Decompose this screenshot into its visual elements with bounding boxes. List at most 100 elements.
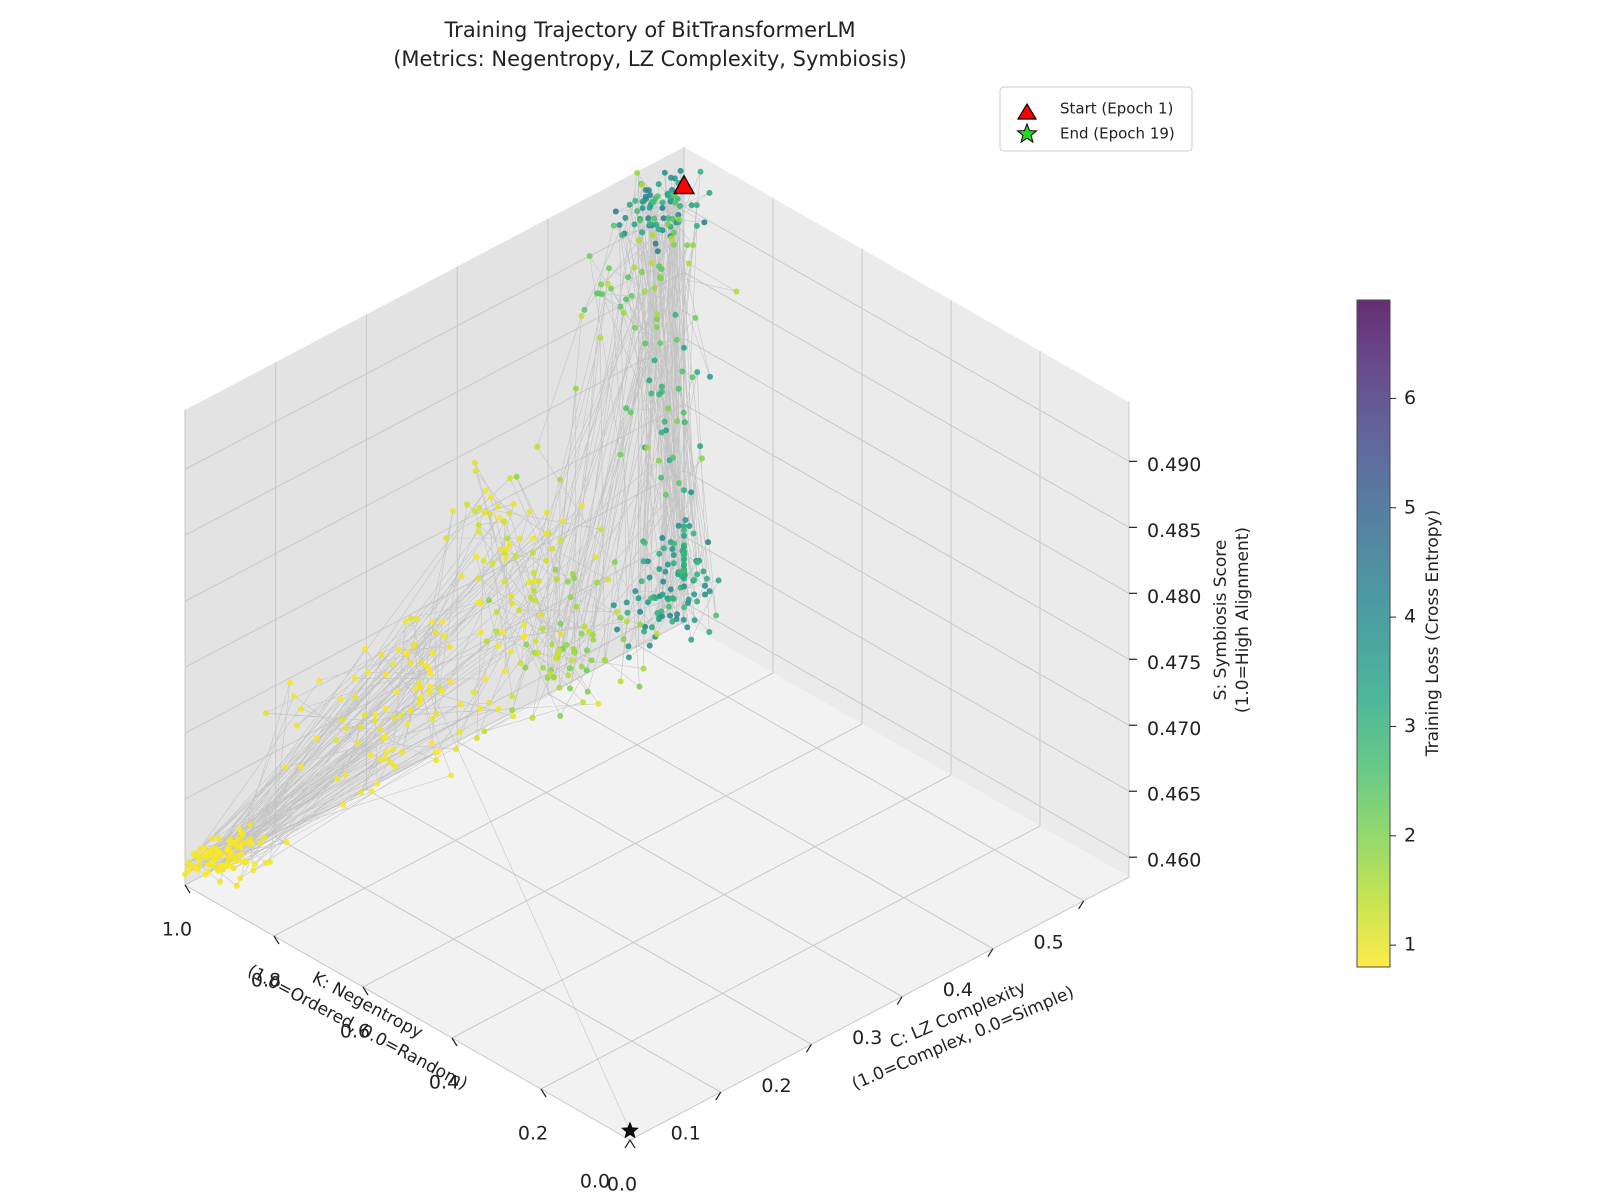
- data-point: [617, 614, 624, 621]
- data-point: [697, 168, 704, 175]
- data-point: [416, 679, 423, 686]
- data-point: [477, 629, 484, 636]
- data-point: [669, 546, 676, 552]
- z-axis-tick-label: 0.465: [1147, 784, 1201, 806]
- data-point: [399, 749, 406, 755]
- z-axis-tick-label: 0.470: [1147, 718, 1201, 740]
- back-right-pane: [185, 147, 684, 885]
- wall-grid-line: [683, 205, 1130, 462]
- data-point: [571, 575, 578, 582]
- z-axis-tick-label: 0.480: [1147, 586, 1201, 608]
- data-point: [652, 240, 659, 247]
- data-point: [357, 724, 364, 731]
- data-point: [681, 419, 688, 426]
- legend-frame: [999, 86, 1193, 152]
- data-point: [298, 705, 305, 712]
- data-point: [590, 636, 597, 643]
- data-point: [677, 584, 684, 591]
- data-point: [475, 528, 482, 535]
- data-point: [605, 576, 612, 583]
- x-axis-tick: [540, 1088, 547, 1098]
- data-point: [653, 324, 660, 331]
- data-point: [237, 844, 244, 851]
- data-point: [623, 296, 630, 303]
- data-point: [228, 863, 234, 869]
- data-point: [447, 643, 453, 650]
- data-point: [535, 650, 542, 657]
- data-point: [251, 861, 258, 867]
- data-point: [388, 759, 395, 766]
- data-point: [658, 429, 665, 436]
- data-point: [681, 487, 687, 494]
- data-point: [690, 242, 697, 249]
- data-point: [605, 265, 612, 272]
- data-point: [616, 222, 623, 228]
- data-point: [429, 649, 436, 656]
- data-point: [471, 459, 478, 466]
- data-point: [667, 586, 674, 593]
- data-point: [659, 205, 666, 211]
- data-point: [656, 273, 663, 280]
- data-point: [671, 192, 678, 199]
- data-point: [470, 689, 477, 696]
- data-point: [631, 264, 638, 271]
- data-point: [651, 285, 658, 292]
- data-point: [407, 707, 414, 714]
- data-point: [686, 523, 693, 529]
- data-point: [543, 509, 550, 516]
- data-point: [540, 664, 547, 671]
- data-point: [556, 647, 563, 654]
- data-point: [560, 518, 566, 525]
- data-point: [567, 685, 573, 692]
- data-point: [690, 530, 697, 537]
- data-point: [594, 579, 601, 586]
- data-point: [374, 780, 381, 787]
- data-point: [646, 642, 653, 649]
- data-point: [656, 550, 663, 557]
- data-point: [598, 281, 604, 288]
- data-point: [635, 595, 642, 602]
- data-point: [293, 722, 300, 729]
- data-point: [377, 756, 384, 763]
- data-point: [653, 221, 660, 228]
- data-point: [532, 597, 539, 604]
- data-point: [660, 578, 667, 585]
- colorbar-tick-label: 2: [1404, 824, 1416, 846]
- data-point: [209, 862, 216, 868]
- data-point: [662, 568, 669, 575]
- data-point: [362, 645, 369, 652]
- data-point: [693, 222, 700, 229]
- colorbar-gradient: [1356, 299, 1391, 968]
- data-point: [694, 559, 701, 566]
- colorbar-tick-label: 1: [1404, 934, 1416, 956]
- data-point: [342, 725, 349, 732]
- floor-grid-line: [184, 884, 631, 1141]
- data-point: [626, 201, 633, 208]
- data-point: [429, 716, 436, 722]
- data-point: [193, 865, 200, 872]
- y-axis-tick: [987, 948, 994, 958]
- data-point: [688, 489, 695, 496]
- y-axis-tick-label: 0.4: [943, 979, 973, 1001]
- data-point: [634, 169, 641, 176]
- data-point: [664, 221, 671, 228]
- floor-grid-line: [362, 723, 863, 988]
- data-point: [654, 248, 661, 255]
- data-point: [578, 630, 585, 637]
- data-point: [658, 474, 665, 481]
- data-point: [642, 623, 649, 630]
- data-point: [372, 718, 379, 724]
- data-point: [648, 624, 655, 631]
- data-point: [681, 550, 687, 557]
- data-point: [685, 260, 692, 267]
- data-point: [382, 755, 389, 762]
- data-point: [216, 835, 223, 842]
- colorbar-ticks: 1 2 3 4 5 6: [1390, 387, 1416, 956]
- wall-grid-line: [683, 337, 1130, 594]
- data-point: [481, 728, 488, 735]
- data-point: [674, 611, 681, 618]
- data-point: [681, 561, 687, 567]
- data-point: [282, 764, 289, 771]
- data-point: [664, 561, 671, 568]
